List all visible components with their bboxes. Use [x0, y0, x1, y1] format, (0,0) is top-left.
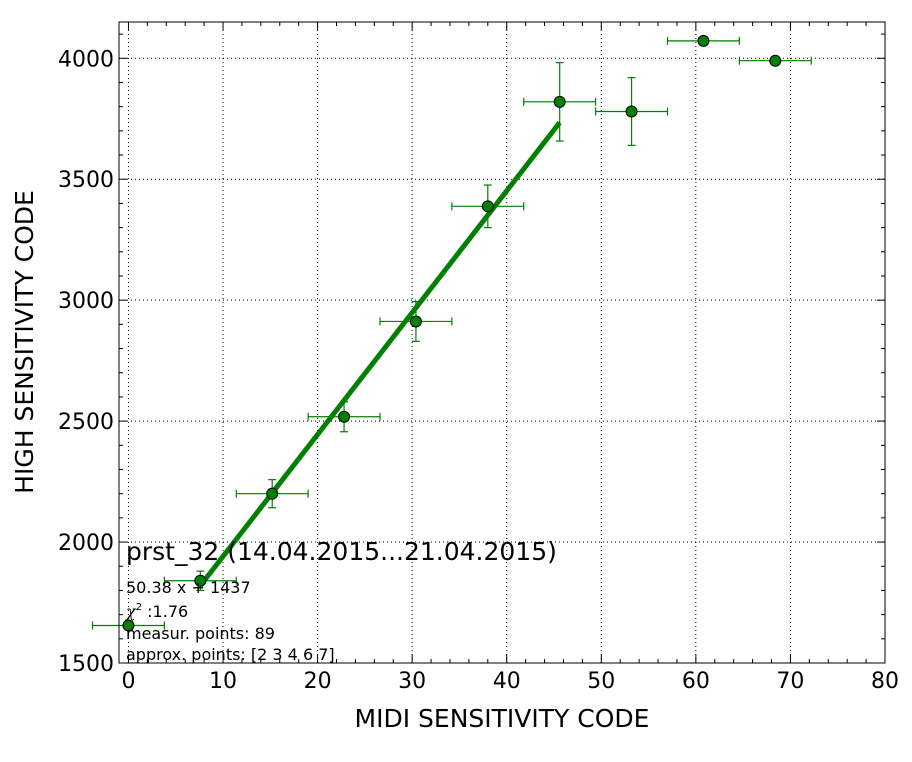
data-point [553, 95, 566, 108]
y-tick-label: 3500 [58, 168, 114, 193]
x-tick-label: 10 [209, 669, 237, 694]
data-point [409, 315, 422, 328]
chi-exponent: 2 [136, 602, 142, 613]
annotation-chi: χ2 :1.76 [125, 602, 188, 621]
grid-lines [119, 22, 885, 663]
x-tick-label: 60 [682, 669, 710, 694]
tick-labels: 0 10 20 30 40 50 60 70 80 1500 2000 2500 3000 3500 400… [58, 47, 899, 694]
data-point [481, 200, 494, 213]
data-point [122, 619, 135, 632]
annotation-measur: measur. points: 89 [126, 624, 275, 643]
data-point [266, 487, 279, 500]
x-tick-label: 70 [776, 669, 804, 694]
data-points [122, 34, 782, 632]
y-tick-label: 2000 [58, 531, 114, 556]
chi-symbol: χ [125, 602, 137, 621]
plot-background [119, 22, 885, 663]
y-tick-label: 3000 [58, 289, 114, 314]
plot-frame [118, 21, 886, 664]
y-axis-label: HIGH SENSITIVITY CODE [10, 190, 39, 494]
x-tick-label: 30 [398, 669, 426, 694]
chi-value: :1.76 [142, 602, 188, 621]
data-point [194, 574, 207, 587]
y-tick-label: 1500 [58, 652, 114, 677]
annotation-header: prst_32 (14.04.2015...21.04.2015) [126, 537, 557, 566]
x-tick-label: 80 [871, 669, 899, 694]
fit-line-group [198, 121, 562, 588]
axis-ticks [119, 22, 886, 664]
data-point [625, 105, 638, 118]
x-tick-label: 0 [121, 669, 135, 694]
x-tick-label: 40 [493, 669, 521, 694]
data-point [697, 34, 710, 47]
annotation-formula: 50.38 x + 1437 [126, 578, 251, 597]
y-tick-label: 4000 [58, 47, 114, 72]
annotation-approx: approx. points: [2 3 4 6 7] [126, 645, 335, 664]
y-tick-label: 2500 [58, 410, 114, 435]
data-point [769, 54, 782, 67]
fit-line [198, 121, 562, 588]
x-axis-label: MIDI SENSITIVITY CODE [355, 704, 650, 733]
x-tick-label: 20 [304, 669, 332, 694]
x-tick-label: 50 [587, 669, 615, 694]
data-point [338, 410, 351, 423]
